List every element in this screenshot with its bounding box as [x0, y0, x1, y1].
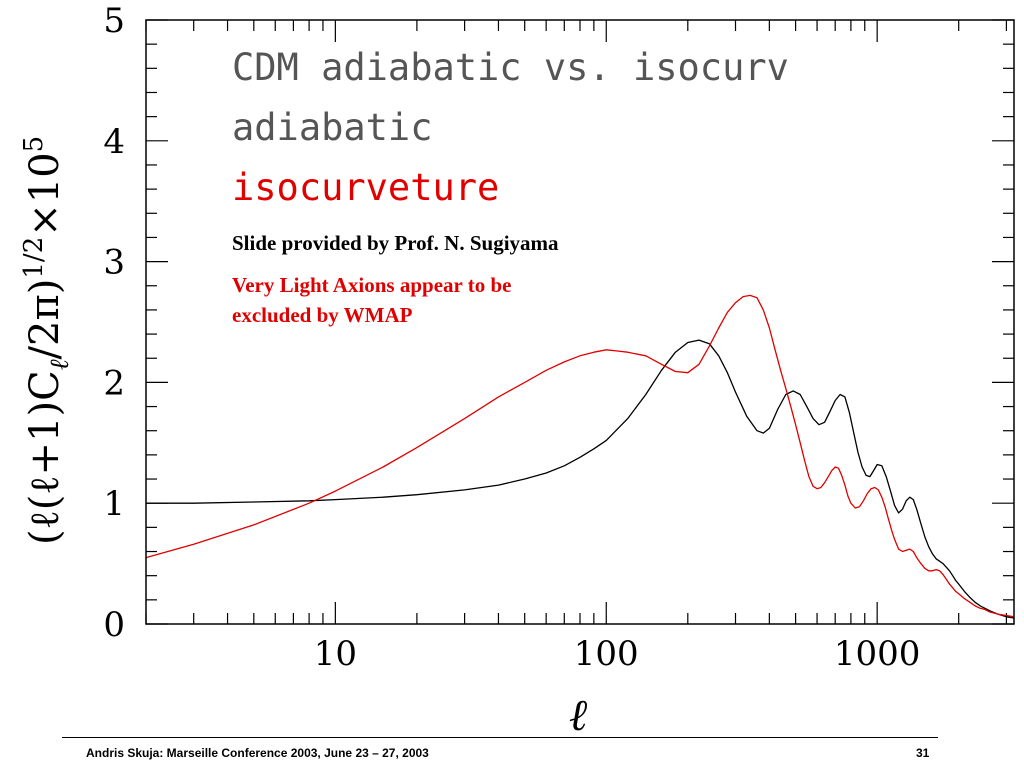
- note-credit: Slide provided by Prof. N. Sugiyama: [232, 231, 559, 255]
- series-line-adiabatic: [146, 339, 1015, 619]
- y-tick-label: 4: [103, 122, 125, 162]
- series-line-isocurvature: [145, 294, 1015, 618]
- axis-tick-labels: 10 100 1000 0 1 2 3 4 5: [103, 1, 920, 674]
- x-tick-label: 10: [314, 634, 357, 674]
- footer-credit: Andris Skuja: Marseille Conference 2003,…: [86, 746, 429, 760]
- footer-rule: [62, 737, 938, 738]
- y-axis-label: (ℓ(ℓ+1)Cℓ/2π)1/2×105: [19, 136, 75, 545]
- y-tick-label: 3: [103, 243, 125, 283]
- plot-frame: [145, 19, 1015, 625]
- y-tick-label: 1: [103, 484, 125, 524]
- axis-ticks: [145, 19, 1014, 625]
- chart-title-line-1: CDM adiabatic vs. isocurv: [232, 46, 789, 89]
- y-tick-label: 0: [103, 605, 125, 645]
- note-axions-line-2: excluded by WMAP: [232, 303, 413, 327]
- x-tick-label: 100: [574, 634, 639, 674]
- legend-isocurvature: isocurveture: [232, 166, 499, 209]
- x-axis-label: ℓ: [569, 690, 588, 741]
- y-tick-label: 2: [103, 363, 125, 403]
- slide-number: 31: [916, 746, 930, 760]
- legend-adiabatic: adiabatic: [232, 106, 432, 149]
- series-lines: [145, 294, 1015, 619]
- x-tick-label: 1000: [834, 634, 921, 674]
- y-tick-label: 5: [103, 1, 125, 41]
- note-axions-line-1: Very Light Axions appear to be: [232, 273, 511, 297]
